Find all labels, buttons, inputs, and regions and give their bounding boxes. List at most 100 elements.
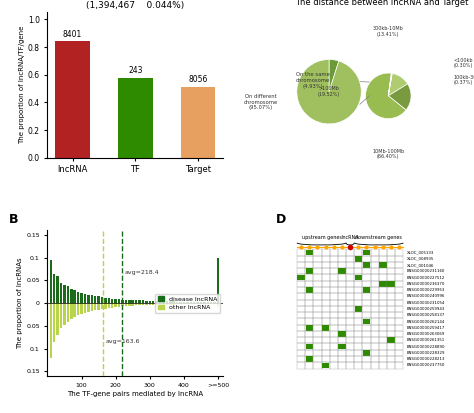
Bar — [159, 303, 161, 304]
Bar — [97, 297, 100, 303]
Bar — [346, 356, 354, 362]
Bar — [371, 312, 379, 318]
Bar — [305, 350, 313, 356]
Bar — [387, 362, 395, 368]
Bar — [330, 287, 338, 293]
Bar — [354, 262, 363, 268]
Bar — [371, 249, 379, 256]
Wedge shape — [297, 59, 361, 124]
Bar — [338, 299, 346, 306]
Bar — [355, 306, 362, 312]
Bar — [321, 344, 330, 350]
Bar — [371, 299, 379, 306]
Bar — [338, 350, 346, 356]
Bar — [182, 303, 185, 304]
Bar — [371, 262, 379, 268]
Bar — [313, 344, 321, 350]
Wedge shape — [329, 59, 339, 92]
Bar — [142, 303, 144, 306]
Bar — [363, 362, 371, 368]
Bar — [387, 318, 395, 325]
Bar — [77, 303, 79, 316]
Bar — [322, 325, 329, 331]
Bar — [354, 256, 363, 262]
Bar — [297, 331, 305, 337]
Bar — [387, 293, 395, 299]
Bar — [213, 303, 216, 304]
Bar — [379, 287, 387, 293]
Bar — [395, 262, 403, 268]
Bar — [354, 287, 363, 293]
Bar — [395, 293, 403, 299]
Bar — [330, 306, 338, 312]
Bar — [297, 262, 305, 268]
Bar — [395, 318, 403, 325]
Bar — [87, 303, 90, 312]
Bar — [63, 285, 66, 303]
Text: XLOC_005133: XLOC_005133 — [407, 251, 434, 254]
Bar — [363, 281, 371, 287]
Bar — [305, 312, 313, 318]
Bar — [313, 362, 321, 368]
Bar — [330, 299, 338, 306]
Text: ENSG00000259943: ENSG00000259943 — [407, 307, 445, 311]
Text: XLOC_001046: XLOC_001046 — [407, 263, 434, 267]
Bar — [363, 331, 371, 337]
Bar — [111, 303, 113, 308]
Bar — [200, 303, 202, 304]
Bar — [387, 350, 395, 356]
Text: ENSG00000228213: ENSG00000228213 — [407, 357, 445, 361]
Text: ENSG00000228890: ENSG00000228890 — [407, 344, 445, 349]
Bar — [313, 299, 321, 306]
Bar — [379, 331, 387, 337]
Bar — [354, 275, 363, 281]
Wedge shape — [388, 74, 392, 96]
Bar — [371, 256, 379, 262]
Bar — [363, 287, 371, 293]
Bar — [338, 262, 346, 268]
Bar — [338, 249, 346, 256]
Bar — [159, 301, 161, 303]
Bar — [321, 350, 330, 356]
Bar — [354, 337, 363, 344]
Bar — [346, 275, 354, 281]
Bar — [354, 249, 363, 256]
Bar — [379, 275, 387, 281]
Wedge shape — [365, 73, 406, 119]
Bar — [371, 306, 379, 312]
Bar — [217, 258, 219, 303]
Bar — [165, 301, 168, 303]
Bar — [346, 318, 354, 325]
Bar — [330, 362, 338, 368]
Bar — [165, 303, 168, 304]
Bar — [363, 275, 371, 281]
Bar — [56, 276, 59, 303]
Bar — [346, 268, 354, 275]
Bar — [363, 319, 370, 324]
Bar — [60, 303, 62, 328]
Bar — [346, 312, 354, 318]
Text: ENSG00000261351: ENSG00000261351 — [407, 338, 445, 342]
Bar — [354, 356, 363, 362]
Bar — [297, 293, 305, 299]
Bar — [297, 318, 305, 325]
Bar — [330, 268, 338, 275]
Text: 10Mb-100Mb
(66.40%): 10Mb-100Mb (66.40%) — [372, 149, 404, 159]
Text: 243: 243 — [128, 66, 143, 76]
Bar — [346, 249, 354, 256]
Wedge shape — [388, 84, 411, 110]
Bar — [297, 249, 305, 256]
Bar — [395, 362, 403, 368]
Bar — [379, 268, 387, 275]
Bar — [346, 293, 354, 299]
Bar — [371, 275, 379, 281]
Bar — [145, 303, 147, 305]
Bar — [321, 325, 330, 331]
Bar — [395, 306, 403, 312]
Bar — [321, 249, 330, 256]
Bar — [97, 303, 100, 309]
Bar — [305, 262, 313, 268]
Bar — [321, 362, 330, 368]
Bar — [371, 337, 379, 344]
Bar — [387, 325, 395, 331]
